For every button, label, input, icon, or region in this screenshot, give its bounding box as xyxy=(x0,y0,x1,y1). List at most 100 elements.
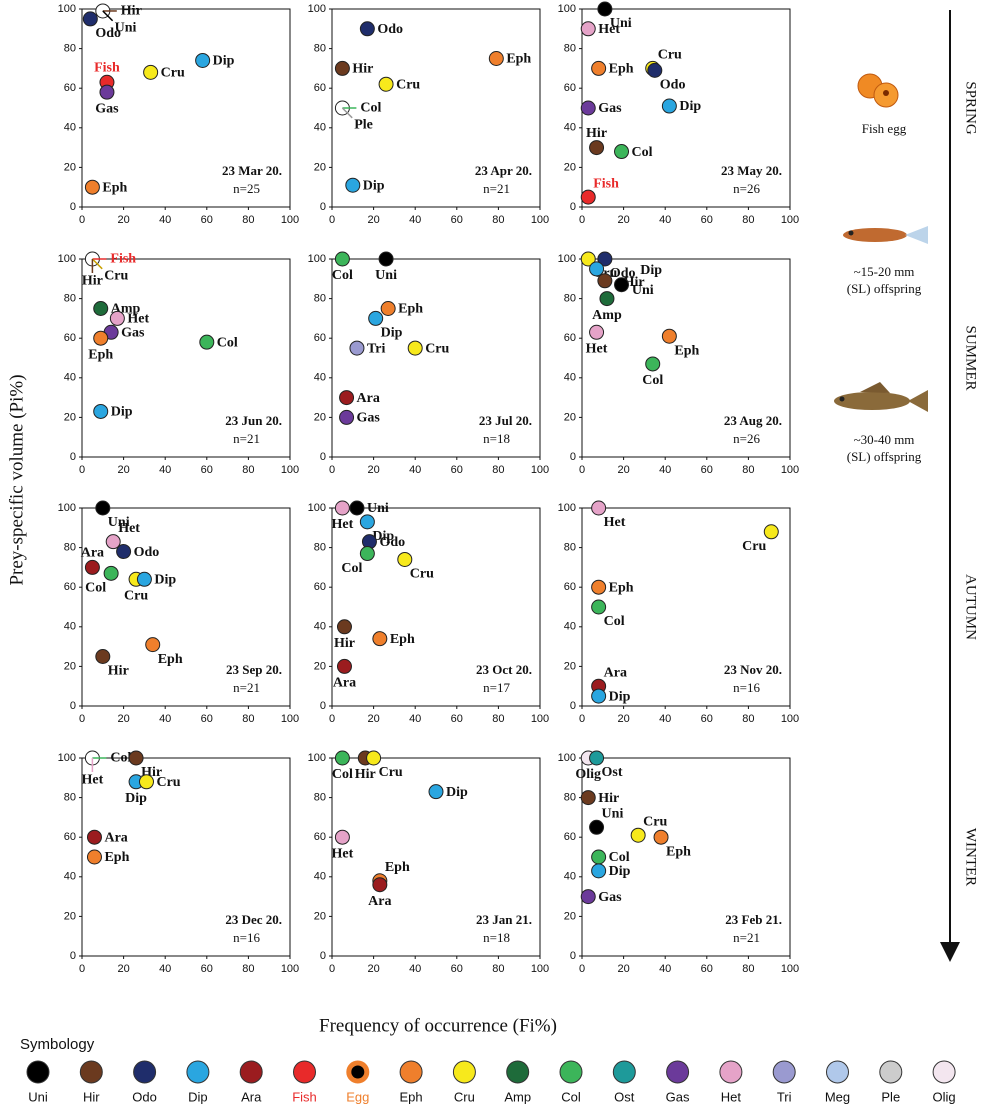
y-tick-label: 60 xyxy=(64,82,76,94)
legend-swatch xyxy=(879,1060,903,1084)
y-tick-label: 20 xyxy=(314,161,326,173)
point-label: Ost xyxy=(602,765,623,780)
x-tick-label: 80 xyxy=(242,464,254,476)
y-tick-label: 0 xyxy=(70,950,76,962)
y-tick-label: 40 xyxy=(564,372,576,384)
x-tick-label: 100 xyxy=(531,713,549,725)
y-tick-label: 20 xyxy=(564,161,576,173)
data-point xyxy=(380,301,396,316)
x-tick-label: 40 xyxy=(159,464,171,476)
y-tick-label: 100 xyxy=(558,253,576,265)
data-point xyxy=(93,403,109,419)
plot-frame xyxy=(581,507,791,707)
data-point xyxy=(580,790,596,806)
data-point xyxy=(136,571,152,587)
data-point xyxy=(407,340,423,356)
y-tick-label: 100 xyxy=(308,502,326,514)
x-tick-label: 0 xyxy=(579,464,585,476)
x-tick-label: 80 xyxy=(242,713,254,725)
y-tick-label: 80 xyxy=(314,293,326,305)
point-label: Het xyxy=(82,773,104,788)
point-label: Cru xyxy=(161,66,185,81)
x-tick-label: 20 xyxy=(117,713,129,725)
data-point xyxy=(86,829,102,845)
plot-frame xyxy=(81,8,291,208)
point-label: Olig xyxy=(575,767,601,782)
x-tick-label: 80 xyxy=(242,963,254,975)
data-point xyxy=(589,140,605,156)
data-point xyxy=(597,1,613,17)
point-label: Eph xyxy=(506,52,531,67)
x-axis-label: Frequency of occurrence (Fi%) xyxy=(319,1015,557,1036)
y-tick-label: 60 xyxy=(64,332,76,344)
plot-frame xyxy=(331,507,541,707)
legend-label: Fish xyxy=(292,1089,317,1104)
overlap-pointer xyxy=(341,107,353,119)
data-point xyxy=(105,534,121,550)
x-tick-label: 100 xyxy=(781,713,799,725)
x-tick-label: 80 xyxy=(742,713,754,725)
data-point xyxy=(580,21,596,37)
egg-image xyxy=(857,73,899,108)
point-label: Col xyxy=(360,101,381,116)
y-tick-label: 0 xyxy=(570,950,576,962)
y-tick-label: 40 xyxy=(64,372,76,384)
x-tick-label: 40 xyxy=(409,713,421,725)
data-point xyxy=(589,819,605,835)
x-tick-label: 0 xyxy=(79,713,85,725)
data-point xyxy=(116,544,132,560)
point-label: Dip xyxy=(154,572,176,587)
legend-label: Ara xyxy=(241,1089,262,1104)
point-label: Odo xyxy=(95,26,121,41)
legend-swatch xyxy=(826,1060,849,1084)
data-point xyxy=(349,500,365,516)
x-tick-label: 40 xyxy=(659,214,671,226)
y-tick-label: 20 xyxy=(64,411,76,423)
panel-n: n=21 xyxy=(483,181,510,196)
x-tick-label: 80 xyxy=(242,214,254,226)
y-tick-label: 0 xyxy=(70,700,76,712)
panel-n: n=26 xyxy=(733,431,760,446)
data-point xyxy=(339,390,355,406)
panel-n: n=26 xyxy=(733,181,760,196)
legend-label: Egg xyxy=(346,1089,369,1104)
point-label: Hir xyxy=(121,4,142,19)
legend-swatch xyxy=(186,1060,210,1084)
panel-date: 23 Jan 21. xyxy=(476,912,532,927)
legend-title: Symbology xyxy=(20,1036,95,1053)
plot-frame xyxy=(331,757,541,957)
y-tick-label: 60 xyxy=(314,831,326,843)
point-label: Eph xyxy=(609,580,634,595)
y-tick-label: 0 xyxy=(320,700,326,712)
x-tick-label: 0 xyxy=(79,963,85,975)
point-label: Col xyxy=(217,335,238,350)
legend-label: Olig xyxy=(933,1089,956,1104)
point-label: Dip xyxy=(446,785,468,800)
point-label: Dip xyxy=(363,178,385,193)
overlap-pointer xyxy=(102,10,114,22)
panel-n: n=21 xyxy=(233,431,260,446)
x-tick-label: 20 xyxy=(617,214,629,226)
point-label: Hir xyxy=(352,62,373,77)
point-label: Hir xyxy=(355,767,376,782)
x-tick-label: 60 xyxy=(201,713,213,725)
image-caption: (SL) offspring xyxy=(847,281,922,296)
y-tick-label: 80 xyxy=(564,542,576,554)
legend-label: Uni xyxy=(28,1089,48,1104)
data-point xyxy=(359,514,375,530)
y-tick-label: 100 xyxy=(58,3,76,15)
y-tick-label: 0 xyxy=(570,700,576,712)
larva-image xyxy=(843,226,928,244)
point-label: Eph xyxy=(390,632,415,647)
y-tick-label: 40 xyxy=(564,122,576,134)
data-point xyxy=(128,750,144,766)
x-tick-label: 0 xyxy=(579,214,585,226)
data-point xyxy=(653,829,669,845)
data-point xyxy=(599,291,615,307)
point-label: Eph xyxy=(88,347,113,362)
data-point xyxy=(488,51,504,66)
panel-date: 23 Sep 20. xyxy=(226,662,282,677)
image-caption: Fish egg xyxy=(862,121,907,136)
x-tick-label: 80 xyxy=(742,464,754,476)
